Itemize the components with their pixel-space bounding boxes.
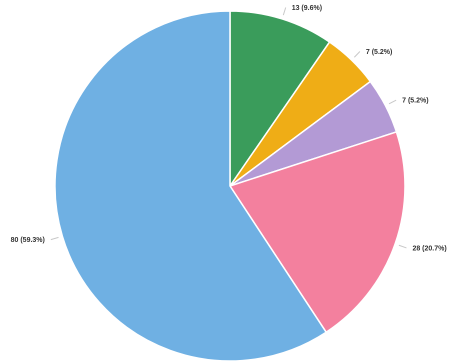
- pie-slice-label: 7 (5.2%): [366, 49, 392, 56]
- pie-slice: [228, 130, 406, 334]
- pie-leader-line: [282, 7, 287, 16]
- pie-leader-lines: [50, 7, 407, 249]
- pie-labels: 13 (9.6%) 7 (5.2%) 7 (5.2%) 28 (20.7%) 80 (5…: [11, 5, 447, 252]
- pie-slice-label: 13 (9.6%): [292, 5, 322, 12]
- pie-leader-line: [398, 244, 407, 249]
- pie-slice-label: 28 (20.7%): [412, 245, 446, 252]
- pie-slices: [54, 10, 406, 362]
- pie-leader-line: [50, 236, 59, 241]
- pie-slice: [54, 10, 328, 362]
- pie-leader-line: [353, 51, 361, 58]
- pie-slice: [229, 10, 331, 189]
- pie-slice-label: 80 (59.3%): [11, 237, 45, 244]
- pie-slice-label: 7 (5.2%): [402, 98, 428, 105]
- pie-leader-line: [388, 99, 397, 105]
